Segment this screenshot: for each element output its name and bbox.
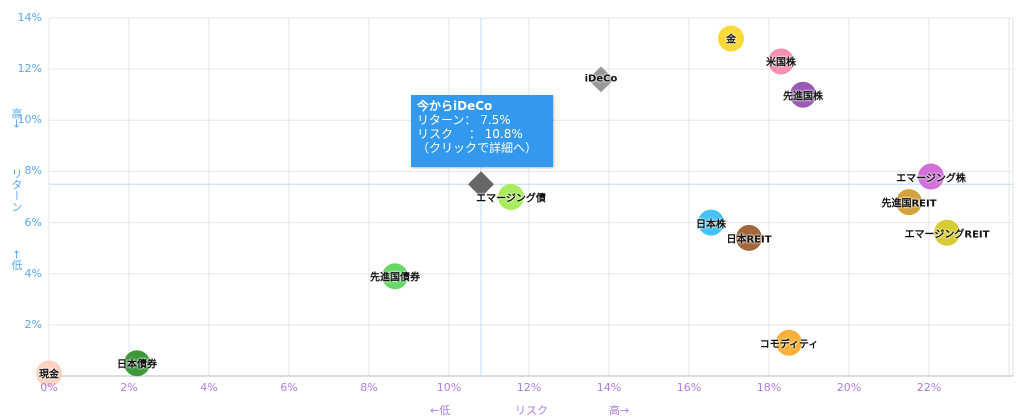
data-point-marker[interactable] xyxy=(776,329,802,356)
x-tick-label: 20% xyxy=(836,381,862,394)
data-point-label: 日本REIT xyxy=(726,234,772,246)
data-point-label: 日本株 xyxy=(696,219,726,231)
x-axis-label-title: リスク xyxy=(515,404,548,417)
data-point-marker[interactable] xyxy=(588,66,614,93)
data-point-marker[interactable] xyxy=(382,263,408,290)
data-point-label: エマージング債 xyxy=(476,193,546,205)
data-point-marker[interactable] xyxy=(736,224,762,251)
x-tick-label: 14% xyxy=(596,381,622,394)
tooltip-risk: リスク ： 10.8% xyxy=(417,127,523,141)
x-tick-label: 2% xyxy=(120,381,138,394)
x-axis-label-high: 高→ xyxy=(609,404,630,417)
y-tick-label: 6% xyxy=(24,215,42,229)
y-tick-label: 2% xyxy=(24,317,42,331)
data-point-marker[interactable] xyxy=(498,184,524,210)
hover-tooltip[interactable]: 今からiDeCo リターン： 7.5% リスク ： 10.8% （クリックで詳細… xyxy=(411,95,553,167)
data-point-label: 現金 xyxy=(39,369,59,381)
data-point-marker[interactable] xyxy=(768,48,794,75)
x-tick-label: 18% xyxy=(756,381,782,394)
tooltip-title: 今からiDeCo xyxy=(417,99,493,113)
data-point-label: エマージング株 xyxy=(896,173,966,185)
data-point-label: 米国株 xyxy=(766,57,796,69)
data-point-label: 金 xyxy=(726,34,736,46)
y-axis-label-title: リターン xyxy=(10,168,23,212)
y-tick-label: 10% xyxy=(17,113,42,127)
x-tick-label: 6% xyxy=(280,381,298,394)
x-tick-label: 12% xyxy=(516,381,542,394)
data-point-label: コモディティ xyxy=(759,339,819,351)
data-point-label: 先進国債券 xyxy=(370,272,420,284)
x-axis-label-low: ←低 xyxy=(430,404,451,417)
data-point-marker[interactable] xyxy=(934,219,960,246)
data-point-marker[interactable] xyxy=(124,350,150,377)
x-tick-label: 10% xyxy=(436,381,462,394)
tooltip-return: リターン： 7.5% xyxy=(417,113,511,127)
data-point-marker[interactable] xyxy=(718,25,744,52)
y-axis-label-low: ←低 xyxy=(10,250,23,271)
data-point-label: iDeCo xyxy=(584,73,618,85)
tooltip-click-hint: （クリックで詳細へ） xyxy=(417,141,538,155)
y-tick-label: 14% xyxy=(17,11,42,24)
x-tick-label: 8% xyxy=(360,381,378,394)
data-point-label: 先進国REIT xyxy=(881,198,937,210)
data-points xyxy=(36,25,960,387)
y-tick-label: 4% xyxy=(24,266,42,280)
x-tick-label: 0% xyxy=(40,381,58,394)
data-point-marker[interactable] xyxy=(468,171,494,198)
y-tick-label: 12% xyxy=(17,62,42,76)
x-tick-label: 22% xyxy=(916,381,942,394)
data-point-label: エマージングREIT xyxy=(904,229,990,241)
data-point-label: 先進国株 xyxy=(783,91,823,103)
y-axis-label-high: 高→ xyxy=(10,108,23,129)
data-point-marker[interactable] xyxy=(896,189,922,216)
data-point-marker[interactable] xyxy=(918,163,944,190)
data-point-label: 日本債券 xyxy=(117,359,157,371)
data-point-marker[interactable] xyxy=(698,209,724,236)
x-tick-label: 16% xyxy=(676,381,702,394)
y-tick-label: 8% xyxy=(24,164,42,178)
x-tick-label: 4% xyxy=(200,381,218,394)
data-point-marker[interactable] xyxy=(36,360,62,387)
data-point-marker[interactable] xyxy=(790,81,816,108)
grid-lines xyxy=(48,17,1014,377)
